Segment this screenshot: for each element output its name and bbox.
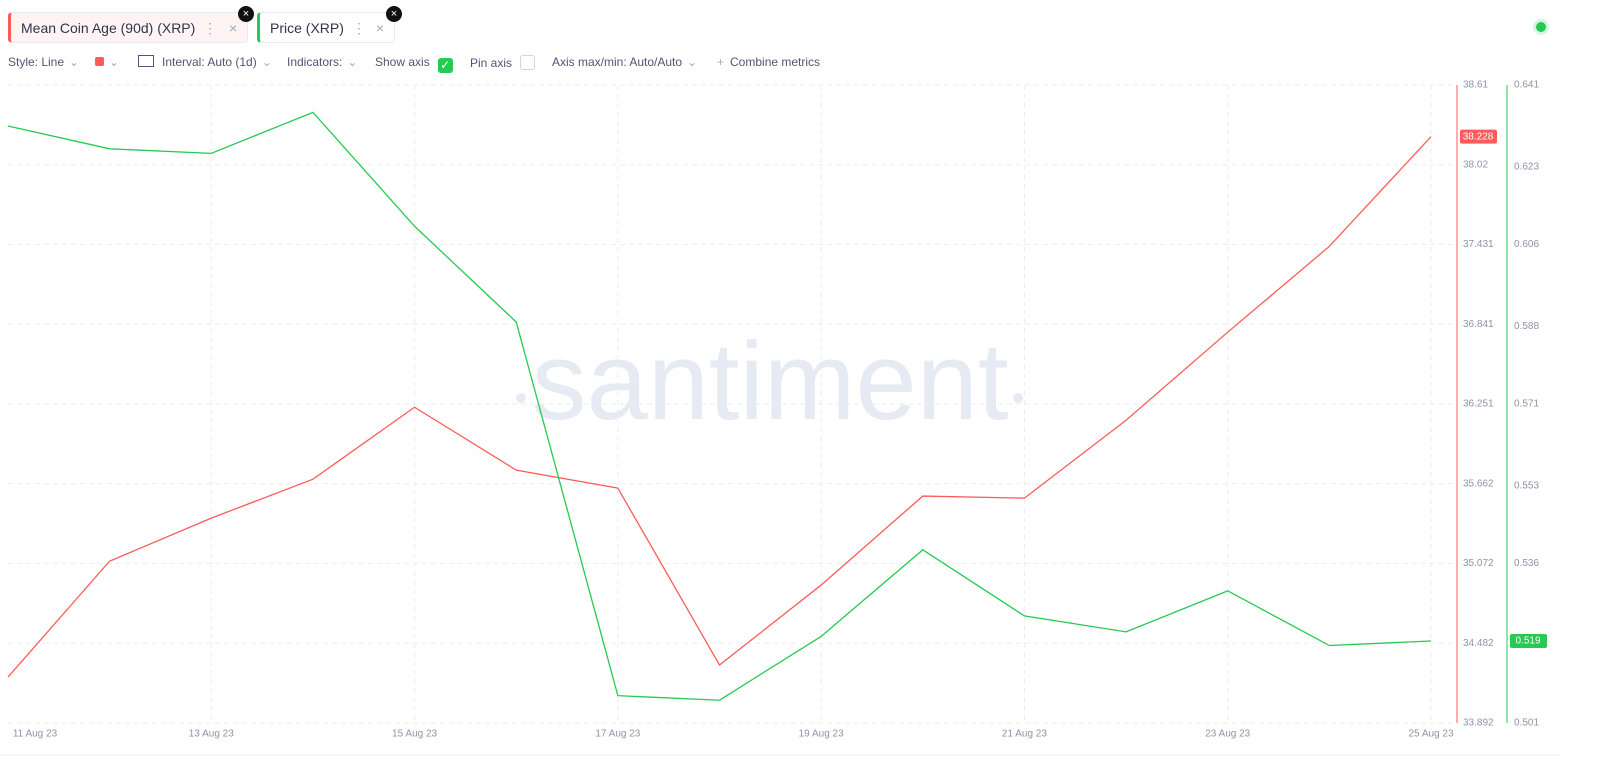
last-value-badge <box>1460 129 1497 144</box>
y2-tick-label: 0.571 <box>1514 399 1539 410</box>
y-tick-label: 35.072 <box>1463 558 1494 569</box>
y2-tick-label: 0.641 <box>1514 80 1539 91</box>
last-value-label: 0.519 <box>1515 636 1540 647</box>
y-tick-label: 34.482 <box>1463 638 1494 649</box>
y2-tick-label: 0.553 <box>1514 481 1539 492</box>
series-line <box>7 111 1432 701</box>
x-tick-label: 25 Aug 23 <box>1408 729 1453 740</box>
remove-icon[interactable]: × <box>376 20 385 36</box>
x-tick-label: 23 Aug 23 <box>1205 729 1250 740</box>
close-button[interactable]: × <box>238 6 254 22</box>
label: Interval: Auto (1d) <box>162 55 257 69</box>
remove-icon[interactable]: × <box>229 20 238 36</box>
axis-maxmin-select[interactable]: Axis max/min: Auto/Auto ⌄ <box>552 55 698 69</box>
metric-chip[interactable]: Price (XRP) ⋮ × <box>257 12 395 43</box>
x-tick-label: 13 Aug 23 <box>189 729 234 740</box>
x-tick-label: 15 Aug 23 <box>392 729 437 740</box>
style-select[interactable]: Style: Line ⌄ <box>8 55 80 69</box>
y-tick-label: 37.431 <box>1463 239 1494 250</box>
label: Combine metrics <box>730 55 821 69</box>
x-tick-label: 17 Aug 23 <box>595 729 640 740</box>
pin-axis-toggle[interactable]: Pin axis <box>470 55 536 70</box>
label: Indicators: <box>287 55 343 69</box>
close-button[interactable]: × <box>386 6 402 22</box>
combine-button[interactable]: + Combine metrics <box>717 55 821 69</box>
y-tick-label: 38.02 <box>1463 159 1488 170</box>
last-value-badge <box>1510 633 1547 648</box>
checkbox-checked[interactable]: ✓ <box>437 58 453 73</box>
color-swatch <box>95 57 104 66</box>
show-axis-toggle[interactable]: Show axis ✓ <box>375 55 453 73</box>
series-line <box>7 136 1432 678</box>
indicators-select[interactable]: Indicators: ⌄ <box>287 55 358 69</box>
last-value-label: 38.228 <box>1463 131 1494 142</box>
y2-tick-label: 0.606 <box>1514 239 1539 250</box>
x-tick-label: 21 Aug 23 <box>1002 729 1047 740</box>
y-tick-label: 33.892 <box>1463 718 1494 729</box>
y2-tick-label: 0.588 <box>1514 321 1539 332</box>
y2-tick-label: 0.501 <box>1514 718 1539 729</box>
menu-icon[interactable]: ⋮ <box>352 20 366 36</box>
x-tick-label: 11 Aug 23 <box>13 729 58 740</box>
watermark: santiment <box>532 320 1009 443</box>
y-tick-label: 36.251 <box>1463 399 1494 410</box>
y-tick-label: 38.61 <box>1463 80 1488 91</box>
color-select[interactable]: ⌄ <box>95 55 119 69</box>
y-tick-label: 36.841 <box>1463 319 1494 330</box>
interval-select[interactable]: Interval: Auto (1d) ⌄ <box>138 55 272 69</box>
y2-tick-label: 0.623 <box>1514 162 1539 173</box>
metric-name: Price (XRP) <box>270 20 344 36</box>
watermark-dot <box>516 393 526 403</box>
label: Axis max/min: Auto/Auto <box>552 55 683 69</box>
status-dot <box>1536 22 1546 32</box>
icon <box>138 55 154 67</box>
y-tick-label: 35.662 <box>1463 478 1494 489</box>
label: Show axis <box>375 55 430 69</box>
metric-chip[interactable]: Mean Coin Age (90d) (XRP) ⋮ × <box>8 12 248 43</box>
watermark-dot <box>1013 393 1023 403</box>
label: Style: Line <box>8 55 65 69</box>
checkbox[interactable] <box>520 55 536 70</box>
y2-tick-label: 0.536 <box>1514 558 1539 569</box>
label: Pin axis <box>470 56 513 70</box>
x-tick-label: 19 Aug 23 <box>799 729 844 740</box>
metric-name: Mean Coin Age (90d) (XRP) <box>21 20 196 36</box>
menu-icon[interactable]: ⋮ <box>203 20 217 36</box>
